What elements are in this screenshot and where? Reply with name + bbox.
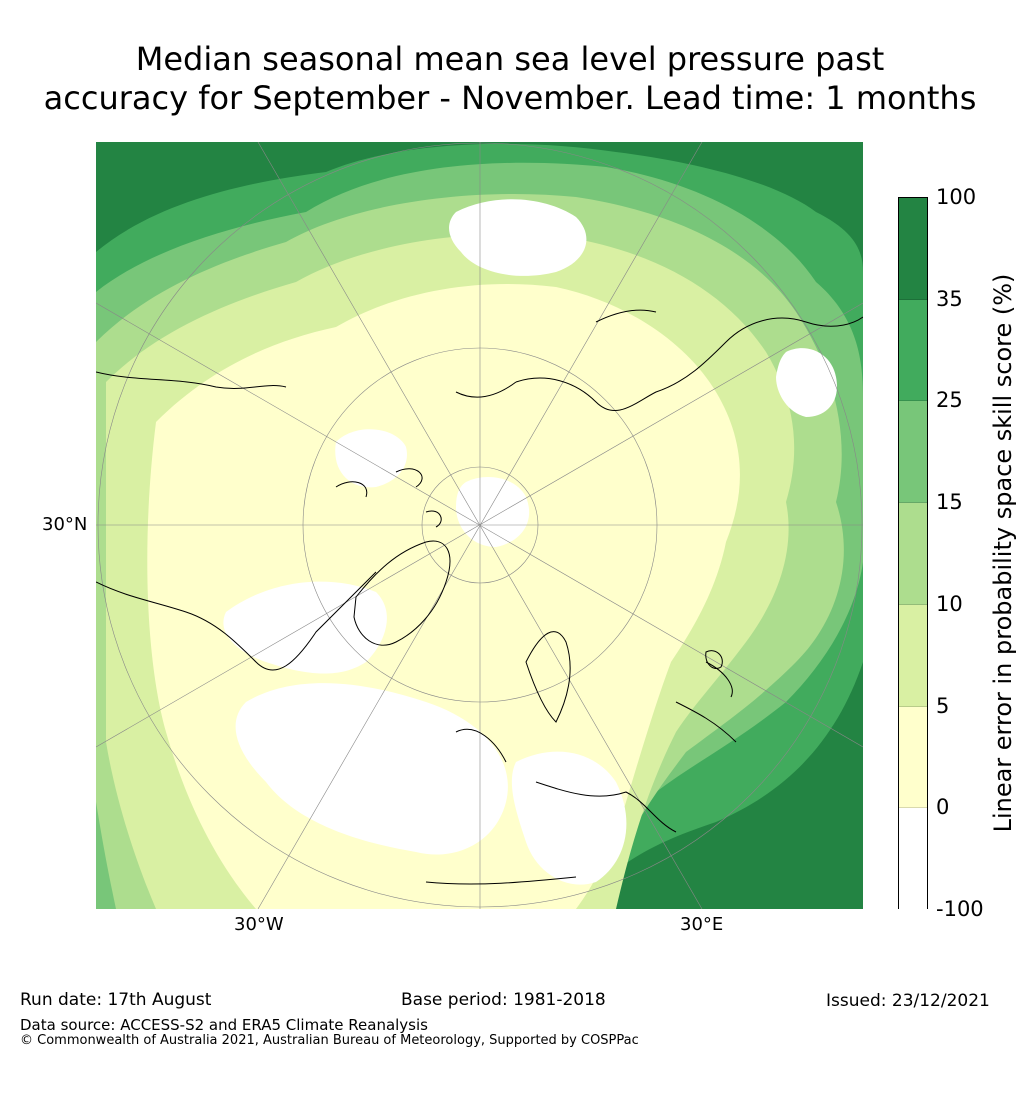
colorbar-title: Linear error in probability space skill … bbox=[989, 273, 1017, 833]
issued-date: Issued: 23/12/2021 bbox=[826, 991, 990, 1011]
colorbar-tick-label: 25 bbox=[936, 388, 963, 413]
lat-label-30n: 30°N bbox=[42, 514, 88, 535]
coastline-arctic-ocean bbox=[455, 309, 657, 398]
meridian bbox=[257, 142, 703, 909]
skill-zone-negative bbox=[223, 581, 387, 674]
base-period: Base period: 1981-2018 bbox=[401, 990, 606, 1010]
copyright: © Commonwealth of Australia 2021, Austra… bbox=[20, 1033, 639, 1048]
colorbar-segment bbox=[899, 503, 927, 605]
title-line-2: accuracy for September - November. Lead … bbox=[43, 79, 977, 117]
data-source: Data source: ACCESS-S2 and ERA5 Climate … bbox=[20, 1016, 428, 1034]
colorbar-segment bbox=[899, 299, 927, 402]
skill-zone-negative bbox=[456, 477, 530, 547]
skill-zone-negative bbox=[511, 751, 627, 885]
colorbar-tick-label: 15 bbox=[936, 490, 963, 515]
colorbar-tick-label: 100 bbox=[936, 185, 977, 209]
colorbar-segment bbox=[899, 808, 927, 910]
colorbar-tick-label: -100 bbox=[936, 897, 984, 921]
skill-zone-negative bbox=[449, 199, 587, 276]
coastline-scandinavia bbox=[525, 631, 571, 723]
colorbar-segment bbox=[899, 604, 927, 707]
colorbar-tick-label: 0 bbox=[936, 795, 950, 820]
run-date: Run date: 17th August bbox=[20, 990, 212, 1010]
coastline-north-america bbox=[96, 371, 377, 671]
colorbar-tick-label: 5 bbox=[936, 693, 950, 718]
title-line-1: Median seasonal mean sea level pressure … bbox=[135, 40, 885, 78]
skill-zone-negative bbox=[776, 348, 837, 417]
coastline-greenland bbox=[353, 540, 451, 646]
coastline-siberia bbox=[515, 316, 863, 412]
colorbar bbox=[898, 197, 928, 910]
skill-zone-negative bbox=[235, 683, 508, 855]
colorbar-tick-label: 10 bbox=[936, 591, 963, 616]
map-canvas bbox=[96, 142, 863, 909]
coastline-arctic-islands bbox=[335, 468, 442, 528]
coastline-caspian bbox=[705, 650, 723, 669]
colorbar-segment bbox=[899, 401, 927, 504]
colorbar-segment bbox=[899, 706, 927, 809]
lon-label-30w: 30°W bbox=[234, 914, 284, 935]
colorbar-tick-label: 35 bbox=[936, 286, 963, 311]
chart-title: Median seasonal mean sea level pressure … bbox=[0, 40, 1020, 118]
graticule bbox=[96, 142, 863, 909]
colorbar-segment bbox=[899, 198, 927, 300]
lon-label-30e: 30°E bbox=[680, 914, 724, 935]
coastline-middle-east bbox=[675, 661, 737, 743]
coastline-europe bbox=[425, 728, 677, 885]
coastlines bbox=[96, 309, 863, 885]
polar-map bbox=[96, 142, 863, 909]
